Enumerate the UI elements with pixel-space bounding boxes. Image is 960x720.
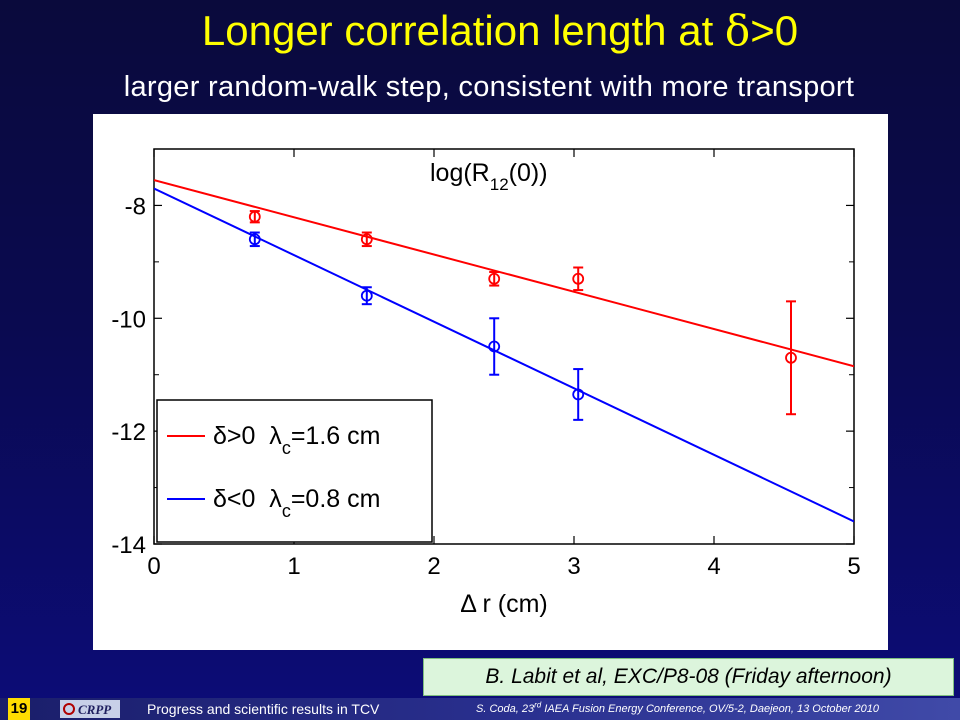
title-delta-symbol: δ: [724, 6, 751, 55]
data-point: [248, 233, 261, 246]
crpp-logo: CRPP: [60, 700, 120, 718]
data-point: [360, 289, 373, 302]
data-point: [248, 210, 261, 223]
data-point: [360, 233, 373, 246]
footer-citation-sup: rd: [534, 700, 542, 710]
slide-title: Longer correlation length at δ>0: [0, 6, 960, 56]
footer-citation-pre: S. Coda, 23: [476, 703, 535, 715]
footer-citation-post: IAEA Fusion Energy Conference, OV/5-2, D…: [541, 703, 879, 715]
x-tick-label: 2: [427, 553, 440, 580]
slide-subtitle: larger random-walk step, consistent with…: [123, 71, 855, 103]
data-point: [572, 388, 585, 401]
x-tick-label: 1: [287, 553, 300, 580]
series-delta-negative: [154, 187, 854, 523]
footer-bar: 19 CRPP Progress and scientific results …: [0, 698, 960, 720]
footer-citation: S. Coda, 23rd IAEA Fusion Energy Confere…: [476, 698, 879, 720]
data-point: [488, 340, 501, 353]
legend-label: δ>0 λc=1.6 cm: [213, 422, 380, 458]
x-axis-label: Δ r (cm): [460, 590, 548, 618]
data-point: [785, 351, 797, 364]
fit-line: [154, 187, 854, 523]
footer-talk-title: Progress and scientific results in TCV: [147, 701, 380, 717]
slide-number: 19: [8, 698, 30, 720]
y-tick-label: -14: [111, 532, 146, 559]
legend-label: δ<0 λc=0.8 cm: [213, 485, 380, 521]
y-tick-label: -12: [111, 419, 146, 446]
y-tick-label: -10: [111, 306, 146, 333]
series-delta-positive: [154, 179, 854, 416]
legend-box: [156, 399, 433, 543]
fit-line: [154, 179, 854, 368]
x-tick-label: 3: [567, 553, 580, 580]
x-tick-label: 4: [707, 553, 720, 580]
axes-frame: [153, 148, 855, 545]
reference-box: B. Labit et al, EXC/P8-08 (Friday aftern…: [423, 658, 954, 696]
chart-title: log(R12(0)): [430, 159, 548, 194]
data-point: [572, 272, 585, 285]
y-tick-label: -8: [125, 193, 146, 220]
correlation-chart: 0 1 2 3 4 5 -14 -12 -10 -8 Δ r (cm) log(R12(0)) δ>0 …: [111, 148, 861, 618]
x-tick-label: 5: [847, 553, 860, 580]
legend: δ>0 λc=1.6 cm δ<0 λc=0.8 cm: [156, 399, 433, 543]
plot-panel: 0 1 2 3 4 5 -14 -12 -10 -8 Δ r (cm) log(R12(0)) δ>0 …: [93, 114, 888, 650]
title-prefix: Longer correlation length at: [201, 7, 725, 54]
logo-text: CRPP: [78, 702, 112, 717]
x-tick-label: 0: [147, 553, 160, 580]
data-point: [488, 272, 501, 285]
title-suffix: >0: [750, 7, 799, 54]
